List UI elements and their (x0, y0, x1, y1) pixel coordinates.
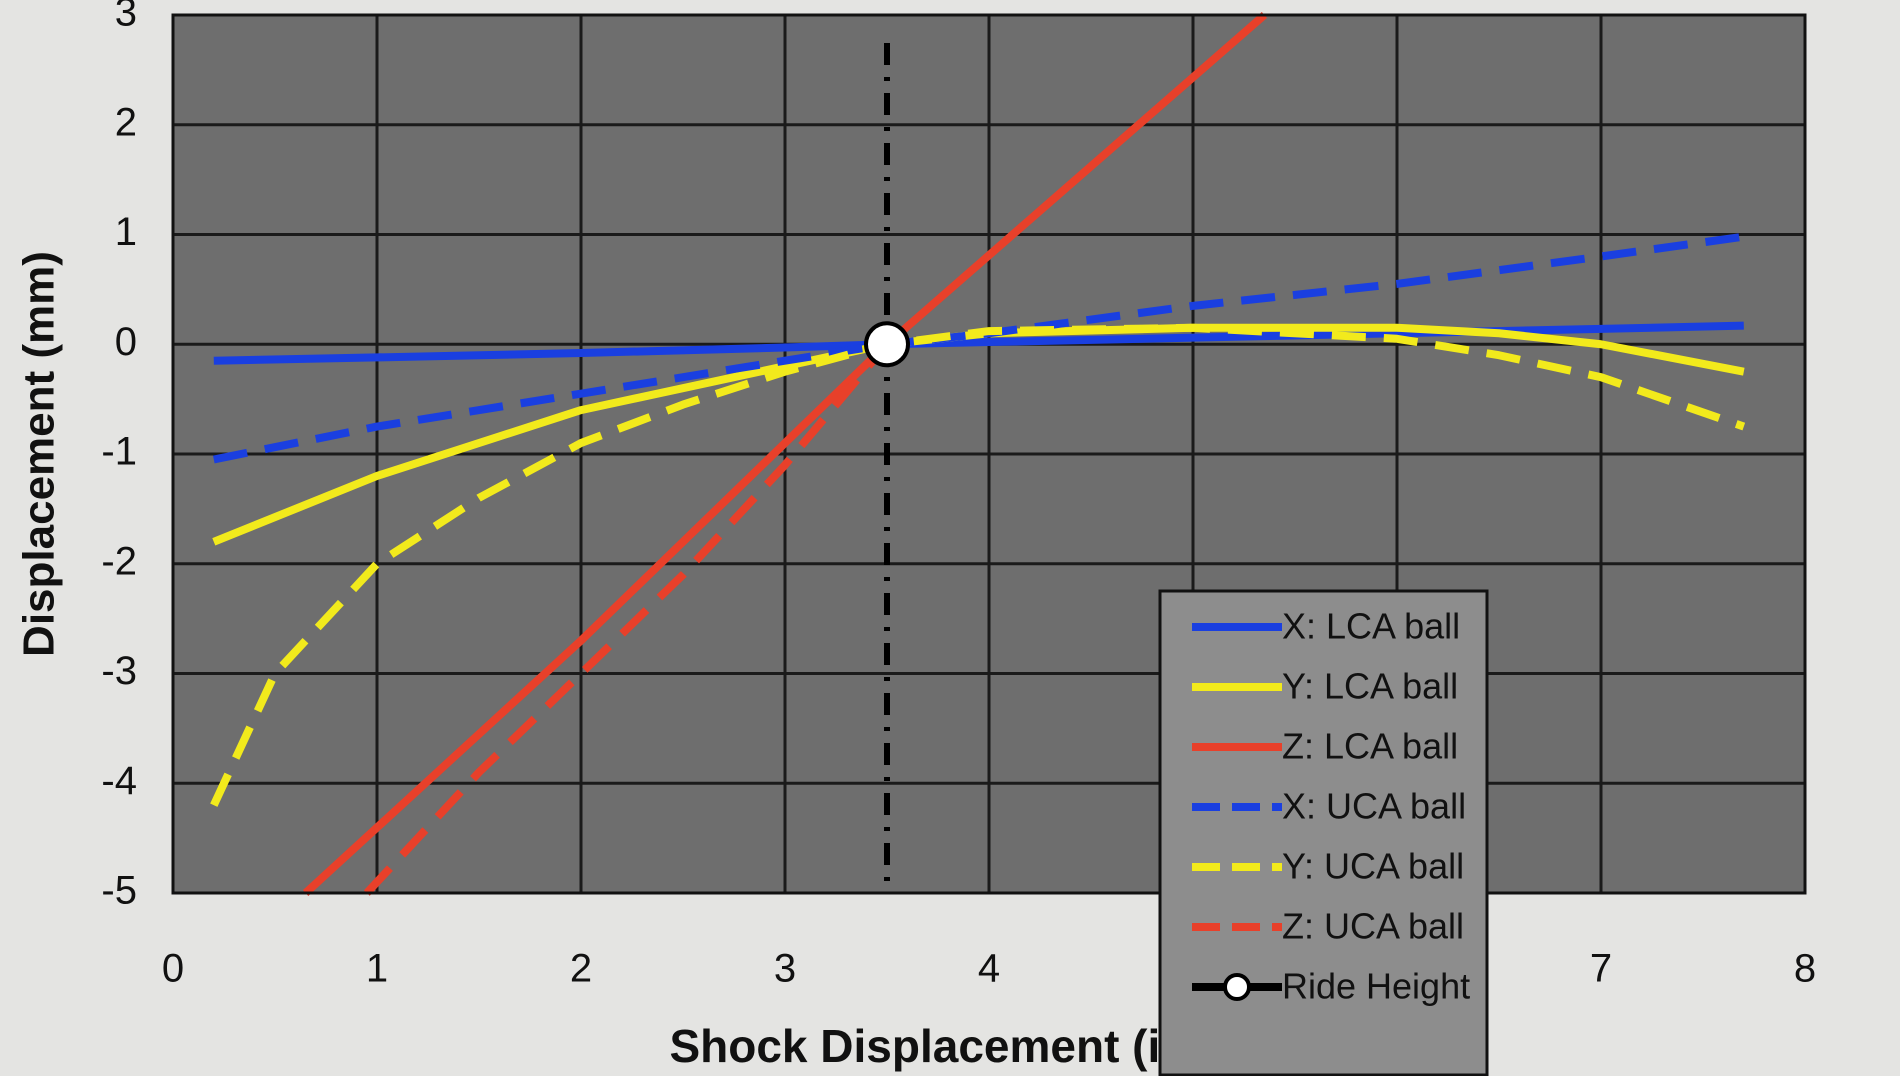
y-tick-label: -4 (101, 759, 137, 803)
y-tick-label: -2 (101, 539, 137, 583)
ride-height-marker (864, 321, 910, 368)
series-line (363, 341, 891, 896)
legend-label: Z: LCA ball (1282, 726, 1458, 767)
legend: X: LCA ball Y: LCA ball Z: LCA ball X: UCA … (1158, 589, 1489, 1076)
x-tick-label: 4 (978, 947, 1000, 991)
x-tick-label: 8 (1794, 947, 1816, 991)
y-tick-label: 2 (115, 100, 137, 144)
plot-frame (171, 13, 1807, 895)
legend-label: Ride Height (1282, 966, 1470, 1007)
y-tick-label: -1 (101, 430, 137, 474)
legend-dot (1260, 984, 1266, 990)
x-tick-label: 0 (162, 947, 184, 991)
legend-label: Y: UCA ball (1282, 846, 1464, 887)
y-axis-title: Displacement (mm) (15, 251, 64, 657)
y-tick-label: -5 (101, 869, 137, 913)
y-tick-label: 0 (115, 320, 137, 364)
series-line (302, 11, 1268, 896)
legend-box (1158, 589, 1489, 1076)
legend-label: Z: UCA ball (1282, 906, 1464, 947)
y-tick-label: -3 (101, 649, 137, 693)
x-tick-label: 2 (570, 947, 592, 991)
legend-marker (1223, 973, 1251, 1001)
legend-label: X: LCA ball (1282, 606, 1460, 647)
x-tick-label: 1 (366, 947, 388, 991)
legend-label: Y: LCA ball (1282, 666, 1458, 707)
series-line (210, 323, 1746, 807)
x-tick-label: 3 (774, 947, 796, 991)
legend-label: X: UCA ball (1282, 786, 1466, 827)
x-tick-label: 7 (1590, 947, 1612, 991)
y-tick-label: 3 (115, 0, 137, 35)
y-tick-label: 1 (115, 210, 137, 254)
